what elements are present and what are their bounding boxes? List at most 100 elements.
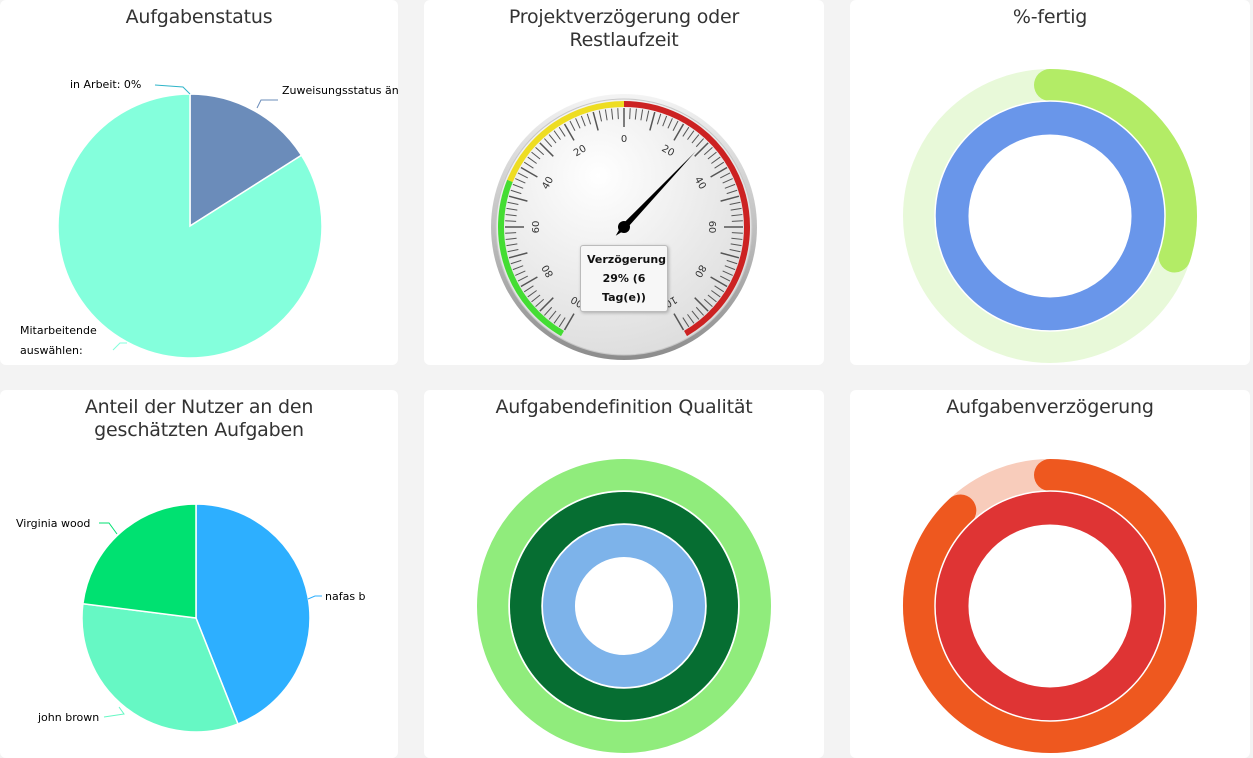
gauge-tick	[710, 276, 728, 288]
gauge-tick	[517, 172, 528, 179]
pie-slice[interactable]	[57, 93, 323, 359]
gauge-hub	[618, 221, 630, 233]
gauge-tick	[531, 294, 541, 303]
gauge-tick	[640, 109, 644, 121]
pie-chart-anteil-nutzer: nafas b john brown Virginia wood	[16, 503, 366, 733]
pie-slice[interactable]	[189, 93, 303, 228]
pie-connector	[307, 595, 322, 600]
donut-ring[interactable]	[1034, 69, 1197, 273]
ring-separator	[541, 523, 707, 689]
gauge-needle	[615, 151, 696, 236]
gauge-tick	[563, 313, 575, 331]
gauge-tick	[695, 138, 704, 148]
gauge-tick	[724, 183, 736, 189]
gauge-tick	[548, 134, 557, 144]
gauge-tick	[722, 270, 733, 276]
gauge-tick	[611, 108, 614, 120]
gauge-tick	[544, 138, 553, 148]
pie-label: Mitarbeitende	[20, 324, 97, 337]
gauge-tick	[520, 276, 538, 288]
gauge-tick	[558, 317, 566, 328]
pie-slice[interactable]	[195, 503, 311, 725]
gauge-tick	[548, 310, 557, 320]
gauge-tick	[714, 285, 725, 293]
gauge-tick	[512, 265, 524, 271]
gauge-tick	[682, 317, 690, 328]
gauge-tick	[720, 195, 740, 202]
gauge-tick	[508, 195, 528, 202]
panel-prozent-fertig: %-fertig	[850, 0, 1250, 365]
gauge-tick	[510, 189, 522, 195]
gauge-tick	[703, 147, 713, 156]
gauge-tick-label: 60	[531, 221, 542, 234]
gauge-tick	[726, 259, 738, 265]
donut-ring[interactable]	[543, 525, 705, 688]
gauge-tick	[720, 172, 731, 179]
gauge-band	[623, 101, 750, 337]
pie-slice[interactable]	[81, 602, 239, 733]
gauge-tick	[539, 142, 554, 157]
gauge-tick	[731, 237, 743, 240]
gauge-tick	[523, 161, 534, 169]
panel-anteil-nutzer: Anteil der Nutzer an den geschätzten Auf…	[0, 390, 398, 758]
panel-aufgabenstatus: Aufgabenstatus Zuweisungsstatus än Mitarb…	[0, 0, 398, 365]
gauge-tick	[649, 111, 656, 131]
gauge-tick	[505, 237, 517, 240]
gauge-tick	[729, 201, 741, 206]
pie-label: Virginia wood	[16, 517, 90, 530]
donut-ring[interactable]	[510, 492, 738, 721]
pie-slice[interactable]	[82, 503, 197, 619]
panel-aufgabendefinition: Aufgabendefinition Qualität	[424, 390, 824, 758]
pie-connector	[99, 522, 118, 535]
pie-connector	[256, 99, 278, 109]
gauge-tick	[720, 252, 740, 259]
chart-title: Anteil der Nutzer an den geschätzten Auf…	[84, 396, 314, 441]
donut-ring[interactable]	[477, 459, 771, 754]
pie-label: in Arbeit: 0%	[70, 78, 141, 91]
gauge-tick	[506, 243, 518, 247]
donut-chart-prozent-fertig	[903, 69, 1197, 364]
gauge-tick	[515, 270, 526, 276]
gauge-tick	[711, 290, 721, 298]
donut-ring[interactable]	[935, 101, 1165, 331]
gauge-tick	[673, 313, 685, 331]
gauge-tick	[710, 166, 728, 178]
gauge-tick	[512, 183, 524, 189]
gauge-tick	[629, 108, 631, 120]
gauge-tick	[531, 151, 541, 160]
ring-separator	[934, 100, 1166, 332]
pie-label: john brown	[37, 711, 99, 724]
tooltip-label: Verzögerung	[587, 253, 667, 266]
pie-connector	[103, 706, 125, 718]
gauge-tick	[729, 248, 741, 253]
gauge-tick	[544, 306, 553, 316]
gauge-tick	[731, 220, 743, 222]
gauge-tick	[539, 297, 554, 312]
donut-ring[interactable]	[903, 459, 1197, 753]
donut-ring[interactable]	[935, 491, 1165, 721]
gauge-tick	[507, 248, 519, 253]
gauge-band	[507, 101, 625, 183]
gauge-tick-label: 20	[572, 143, 589, 159]
gauge-tick	[510, 259, 522, 265]
donut-chart-aufgabendefinition	[477, 459, 771, 754]
chart-title: Aufgabenverzögerung	[946, 396, 1154, 418]
gauge-tick	[569, 120, 576, 131]
gauge-tick	[563, 123, 575, 141]
gauge-tick	[714, 161, 725, 169]
gauge-tick	[505, 232, 517, 234]
gauge-tick	[695, 306, 704, 316]
gauge-tick	[694, 142, 709, 157]
gauge-tick	[730, 207, 742, 211]
panel-projektverzoegerung: Projektverzögerung oder Restlaufzeit 100…	[424, 0, 824, 365]
gauge-tick-label: 20	[659, 143, 676, 159]
ring-separator	[508, 490, 740, 722]
gauge-tick-label: 60	[706, 221, 717, 234]
gauge-band	[498, 179, 565, 337]
donut-chart-aufgabenverzoegerung	[903, 459, 1197, 754]
gauge-tick	[730, 243, 742, 247]
pie-chart-aufgabenstatus: Zuweisungsstatus än Mitarbeitende auswähle…	[20, 78, 398, 359]
gauge-tick	[703, 298, 713, 307]
tooltip-value: 29% (6 Tag(e))	[602, 272, 646, 304]
gauge-tick	[517, 275, 528, 282]
